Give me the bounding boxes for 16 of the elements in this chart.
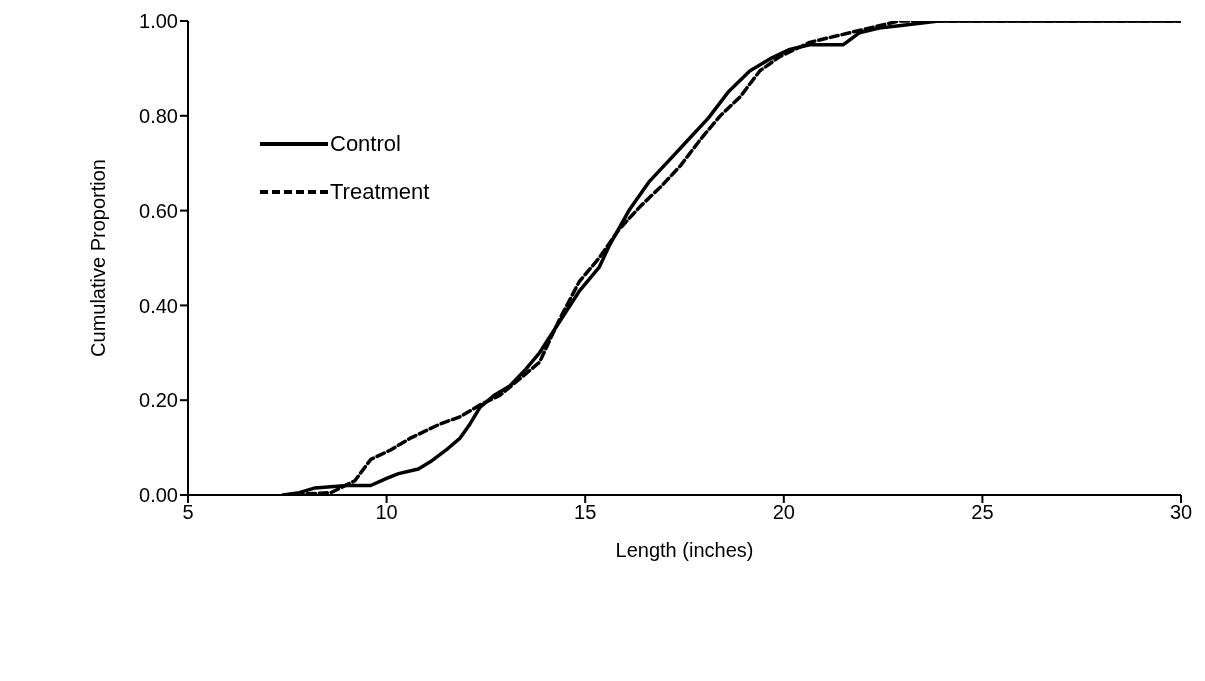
x-tick-label: 25 <box>971 501 994 524</box>
y-tick-label: 0.20 <box>139 389 178 412</box>
x-tick-label: 30 <box>1169 501 1193 524</box>
y-tick-label: 0.40 <box>139 294 178 317</box>
y-tick-label: 1.00 <box>139 10 178 33</box>
y-axis-title: Cumulative Proportion <box>87 159 110 357</box>
x-axis-title: Length (inches) <box>615 539 754 561</box>
legend-label: Control <box>330 131 401 157</box>
x-tick-label: 10 <box>375 501 398 524</box>
x-tick-label: 5 <box>182 501 194 524</box>
x-tick-label: 15 <box>574 501 597 524</box>
y-tick-label: 0.80 <box>139 104 178 127</box>
x-tick-label: 20 <box>772 501 795 524</box>
y-tick-label: 0.00 <box>139 484 178 507</box>
y-tick-label: 0.60 <box>139 199 178 222</box>
legend-label: Treatment <box>330 179 430 205</box>
